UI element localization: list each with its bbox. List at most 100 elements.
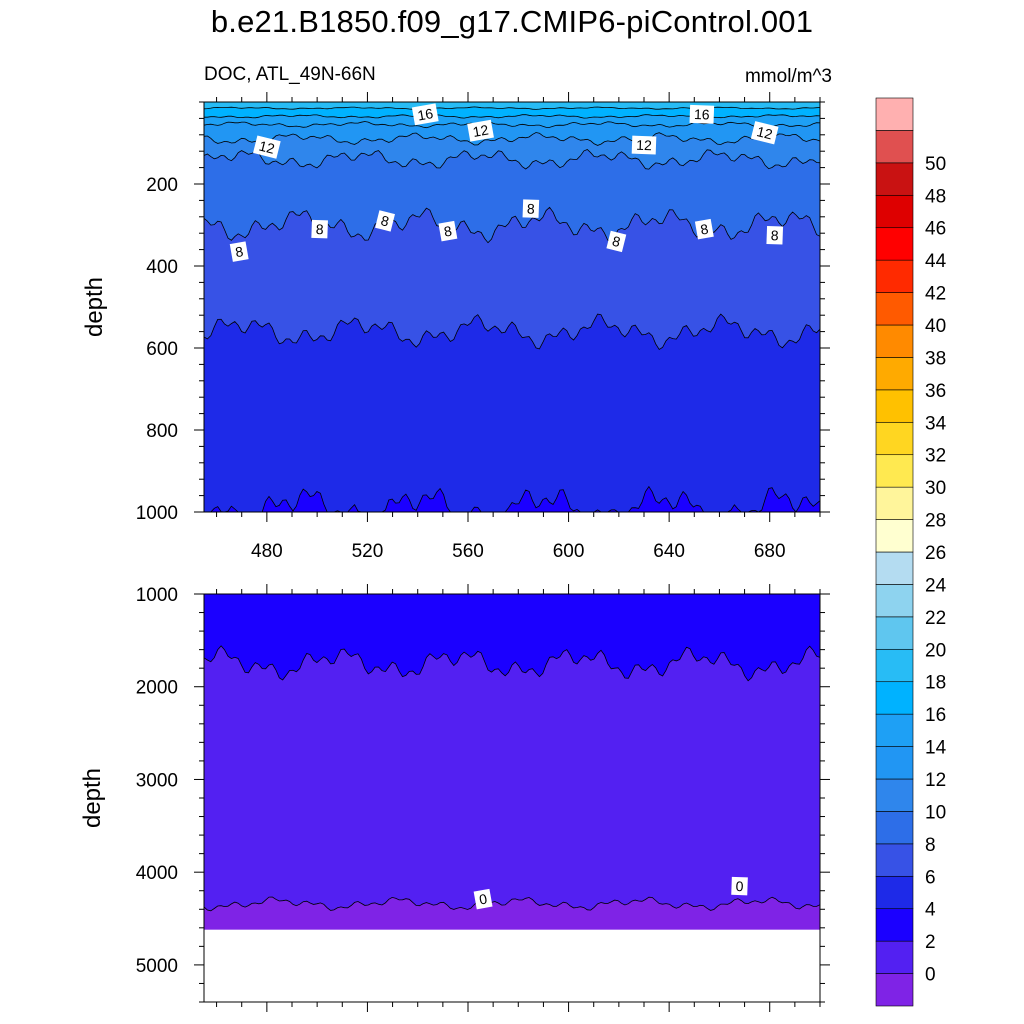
contour-label-bg: [689, 104, 715, 124]
colorbar-label: 20: [925, 640, 946, 661]
colorbar-swatch: [875, 908, 914, 942]
colorbar-swatch: [875, 130, 914, 164]
contour-line-12: [203, 132, 821, 146]
colorbar-swatch: [875, 162, 914, 196]
y-tick-label: 2000: [136, 678, 178, 699]
contour-label-bg: [694, 218, 714, 240]
colorbar-swatch: [875, 616, 914, 650]
contour-label-bg: [750, 121, 779, 145]
colorbar-swatch: [875, 811, 914, 845]
colorbar-label: 42: [925, 284, 946, 305]
colorbar-label: 8: [925, 835, 936, 856]
colorbar-label: 12: [925, 770, 946, 791]
band-fill-0: [204, 594, 820, 911]
colorbar: 0246810121416182022242628303234363840424…: [875, 97, 947, 1007]
colorbar-label: 46: [925, 219, 946, 240]
plot-frame: [203, 101, 821, 513]
colorbar-label: 30: [925, 478, 946, 499]
y-tick-label: 400: [146, 257, 178, 278]
colorbar-label: 38: [925, 348, 946, 369]
contour-label-bg: [473, 888, 493, 910]
colorbar-swatch: [875, 584, 914, 618]
contour-label-text: 8: [527, 200, 536, 216]
colorbar-swatch: [875, 292, 914, 326]
colorbar-swatch: [875, 486, 914, 520]
contour-label-bg: [253, 135, 281, 159]
x-tick-label: 480: [251, 541, 283, 562]
contour-label-text: 0: [735, 878, 744, 894]
y-tick-label: 5000: [136, 956, 178, 977]
colorbar-swatch: [875, 357, 914, 391]
contour-line-2: [203, 645, 821, 682]
contour-label: 8: [438, 220, 458, 242]
contour-label: 12: [631, 135, 657, 155]
contour-label-text: 16: [694, 106, 710, 123]
x-tick-label: 600: [553, 541, 585, 562]
contour-label-text: 8: [315, 221, 324, 237]
y-tick-label: 1000: [136, 503, 178, 524]
contour-label: 8: [229, 241, 249, 262]
x-tick-label: 680: [754, 541, 786, 562]
contour-label: 12: [467, 119, 494, 142]
colorbar-label: 10: [925, 802, 946, 823]
variable-region-label: DOC, ATL_49N-66N: [204, 64, 376, 85]
contour-line-10: [203, 149, 821, 170]
contour-label: 0: [731, 876, 748, 896]
colorbar-swatch: [875, 97, 914, 131]
upper-panel: 16 16 12 12 12 12 8 8 8 8 8 8 8 8 480 520 560 600 640 680 20…: [81, 92, 830, 562]
colorbar-swatch: [875, 454, 914, 488]
contour-label-text: 8: [771, 227, 780, 243]
contour-label: 12: [750, 121, 779, 145]
lower-panel: 0 0 1000 2000 3000 4000 5000 depth: [79, 584, 830, 1012]
colorbar-swatch: [875, 843, 914, 877]
colorbar-swatch: [875, 648, 914, 683]
colorbar-swatch: [875, 421, 914, 456]
colorbar-label: 34: [925, 413, 947, 434]
x-tick-label: 640: [653, 541, 685, 562]
colorbar-label: 26: [925, 543, 946, 564]
colorbar-label: 14: [925, 738, 947, 759]
contour-label-text: 12: [472, 121, 490, 139]
contour-label-text: 12: [257, 137, 276, 156]
colorbar-swatch: [875, 519, 914, 553]
y-tick-label: 3000: [136, 770, 178, 791]
x-tick-label: 560: [452, 541, 484, 562]
contour-label-bg: [631, 135, 657, 155]
contour-label-bg: [766, 225, 784, 245]
colorbar-label: 40: [925, 316, 946, 337]
colorbar-label: 6: [925, 867, 936, 888]
contour-label-bg: [731, 876, 748, 896]
contour-label-text: 8: [379, 212, 391, 229]
y-axis-title: depth: [79, 768, 106, 828]
colorbar-label: 2: [925, 932, 936, 953]
colorbar-swatch: [875, 194, 914, 229]
contour-label-text: 8: [234, 243, 245, 260]
contour-label-bg: [375, 210, 395, 232]
contour-label-text: 8: [699, 221, 710, 238]
contour-label-bg: [311, 219, 328, 239]
colorbar-label: 24: [925, 575, 947, 596]
y-tick-label: 4000: [136, 863, 178, 884]
colorbar-label: 16: [925, 705, 946, 726]
contour-label: 8: [311, 219, 328, 239]
contour-label: 8: [375, 210, 395, 232]
contour-label: 8: [766, 225, 784, 245]
colorbar-swatch: [875, 973, 914, 1007]
contour-label: 16: [411, 103, 439, 126]
contour-label-text: 12: [636, 137, 652, 154]
contour-label: 0: [473, 888, 493, 910]
contour-label-bg: [229, 241, 249, 262]
colorbar-label: 22: [925, 608, 946, 629]
contour-label-text: 8: [611, 233, 623, 250]
colorbar-label: 28: [925, 511, 946, 532]
colorbar-swatch: [875, 778, 914, 812]
colorbar-label: 44: [925, 251, 947, 272]
colorbar-label: 4: [925, 900, 936, 921]
contour-label: 8: [522, 199, 540, 218]
colorbar-swatch: [875, 940, 914, 974]
y-tick-label: 200: [146, 175, 178, 196]
colorbar-label: 0: [925, 965, 936, 986]
contour-label-text: 0: [478, 890, 489, 907]
contour-label: 12: [253, 135, 281, 159]
